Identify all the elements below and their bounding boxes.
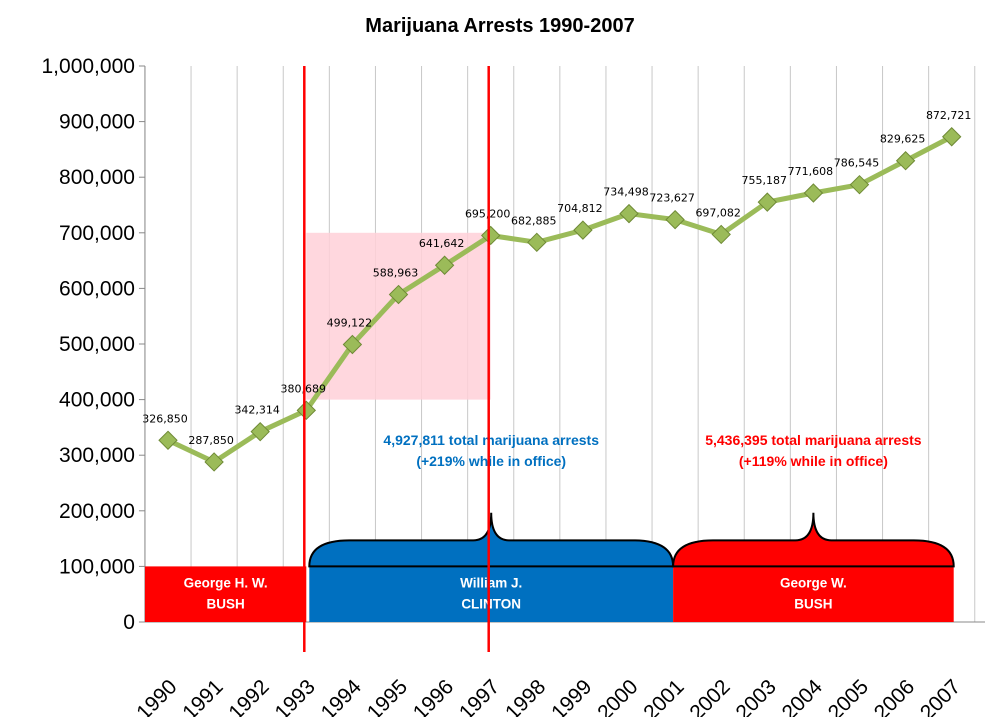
data-label: 326,850	[142, 412, 188, 425]
presidency-band	[144, 566, 307, 622]
data-point	[895, 151, 916, 171]
data-point	[296, 400, 317, 421]
bush-brace	[672, 512, 955, 568]
data-label: 342,314	[234, 404, 280, 417]
data-label: 786,545	[834, 157, 880, 170]
y-tick-labels: 0 100,000 200,000 300,000 400,000 500,000 600,…	[42, 55, 135, 634]
data-label: 697,082	[695, 206, 741, 219]
presidency-surname: BUSH	[794, 596, 832, 611]
data-point	[803, 183, 824, 203]
data-label: 499,122	[327, 316, 373, 329]
highlight-region	[306, 232, 491, 400]
data-point	[250, 421, 270, 442]
data-point	[158, 430, 178, 450]
x-tick-label: 2003	[732, 675, 781, 717]
y-tick-label: 400,000	[59, 389, 135, 412]
data-point	[711, 224, 731, 245]
annotation-percent: (+119% while in office)	[739, 453, 888, 469]
data-label: 829,625	[880, 133, 926, 146]
presidency-surname: CLINTON	[461, 596, 521, 611]
data-point	[665, 209, 685, 230]
data-label: 734,498	[603, 186, 649, 199]
x-tick-label: 1991	[178, 675, 227, 717]
x-tick-label: 1997	[455, 675, 504, 717]
x-tick-label: 2005	[824, 675, 873, 717]
data-point	[757, 192, 778, 212]
presidency-name: William J.	[460, 575, 522, 590]
x-tick-label: 1994	[317, 675, 367, 717]
x-tick-label: 2004	[778, 675, 828, 717]
x-tick-label: 2001	[639, 675, 688, 717]
data-label: 287,850	[188, 434, 234, 447]
data-point	[388, 284, 409, 305]
annotation-total: 5,436,395 total marijuana arrests	[705, 432, 922, 448]
y-tick-label: 700,000	[59, 222, 135, 245]
y-tick-label: 300,000	[59, 444, 135, 467]
data-label: 771,608	[788, 165, 834, 178]
y-tick-label: 100,000	[59, 555, 135, 578]
presidency-bands: George H. W. BUSH William J. CLINTON George …	[144, 566, 954, 622]
data-label: 704,812	[557, 202, 603, 215]
highlight-box	[306, 232, 491, 400]
x-tick-label: 1999	[547, 675, 596, 717]
data-labels: 326,850287,850342,314380,689499,122588,9…	[142, 109, 971, 447]
data-point	[573, 220, 593, 240]
data-label: 682,885	[511, 214, 557, 227]
data-label: 723,627	[649, 192, 695, 205]
presidency-band	[673, 566, 954, 622]
y-tick-label: 500,000	[59, 333, 135, 356]
annotation-percent: (+219% while in office)	[416, 453, 566, 469]
clinton-brace	[308, 512, 675, 568]
x-tick-label: 1996	[409, 675, 458, 717]
x-tick-label: 2006	[870, 675, 919, 717]
axes	[138, 65, 985, 623]
data-point	[941, 127, 962, 147]
annotations: 4,927,811 total marijuana arrests (+219% …	[383, 432, 921, 469]
data-point	[480, 225, 501, 246]
data-points	[158, 127, 962, 472]
data-point	[849, 174, 870, 195]
x-tick-label: 1990	[132, 675, 181, 717]
x-tick-label: 2007	[916, 675, 965, 717]
y-tick-label: 800,000	[59, 166, 135, 189]
data-point	[619, 203, 639, 224]
x-tick-label: 1998	[501, 675, 550, 717]
x-tick-label: 1992	[224, 675, 273, 717]
presidency-name: George W.	[780, 575, 847, 590]
presidency-band	[309, 566, 674, 622]
term-lines	[303, 66, 490, 652]
presidency-braces	[308, 512, 955, 568]
data-label: 755,187	[742, 174, 788, 187]
x-tick-label: 1993	[271, 675, 320, 717]
chart-title: Marijuana Arrests 1990-2007	[365, 15, 634, 37]
data-point	[527, 232, 547, 253]
presidency-name: George H. W.	[184, 575, 268, 590]
y-tick-label: 200,000	[59, 500, 135, 523]
data-label: 641,642	[419, 237, 465, 250]
y-tick-label: 1,000,000	[42, 55, 135, 78]
y-tick-label: 600,000	[59, 277, 135, 300]
data-label: 872,721	[926, 109, 972, 122]
annotation-total: 4,927,811 total marijuana arrests	[383, 432, 599, 448]
data-label: 588,963	[373, 267, 419, 280]
y-tick-label: 0	[123, 611, 135, 634]
y-tick-label: 900,000	[59, 111, 135, 134]
data-point	[434, 255, 455, 275]
data-point	[342, 334, 363, 355]
presidency-surname: BUSH	[206, 596, 244, 611]
data-point	[204, 452, 224, 472]
grid-lines	[144, 66, 976, 622]
x-tick-label: 2002	[685, 675, 734, 717]
x-tick-label: 1995	[363, 675, 412, 717]
x-tick-labels: 1990199119921993199419951996199719981999…	[132, 675, 965, 717]
x-tick-label: 2000	[593, 675, 642, 717]
